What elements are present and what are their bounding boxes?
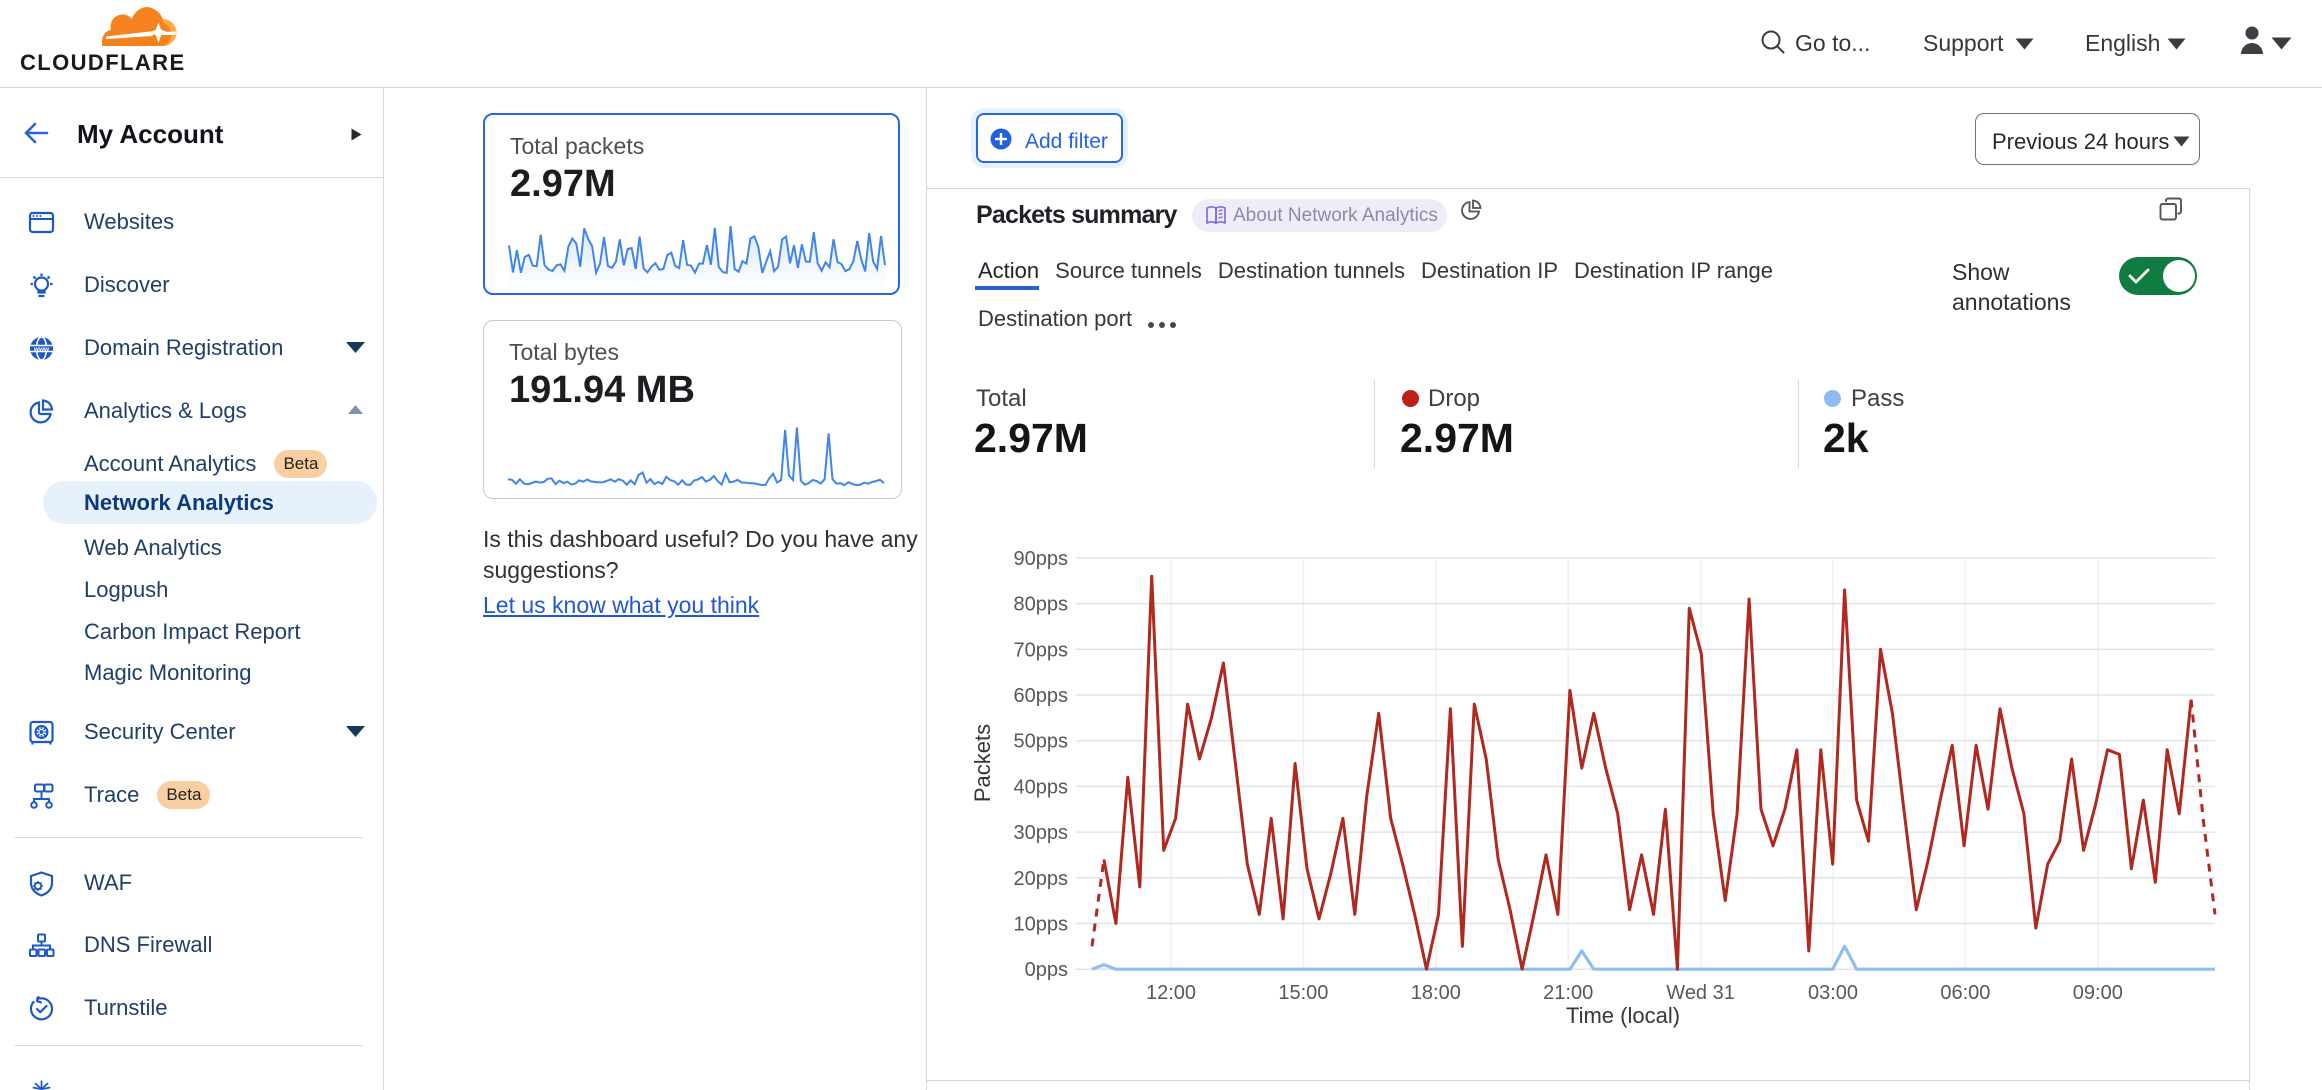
svg-text:Time (local): Time (local): [1566, 1003, 1680, 1028]
svg-text:09:00: 09:00: [2073, 982, 2123, 1004]
svg-text:www: www: [33, 345, 50, 352]
svg-text:70pps: 70pps: [1014, 639, 1069, 661]
svg-text:0pps: 0pps: [1025, 959, 1068, 981]
svg-text:20pps: 20pps: [1014, 868, 1069, 890]
svg-text:30pps: 30pps: [1014, 822, 1069, 844]
svg-text:60pps: 60pps: [1014, 685, 1069, 707]
svg-text:18:00: 18:00: [1411, 982, 1461, 1004]
svg-text:06:00: 06:00: [1940, 982, 1990, 1004]
svg-text:Packets: Packets: [970, 724, 995, 802]
svg-text:50pps: 50pps: [1014, 731, 1069, 753]
svg-text:12:00: 12:00: [1146, 982, 1196, 1004]
svg-text:21:00: 21:00: [1543, 982, 1593, 1004]
svg-text:90pps: 90pps: [1014, 548, 1069, 570]
svg-text:40pps: 40pps: [1014, 776, 1069, 798]
svg-text:80pps: 80pps: [1014, 594, 1069, 616]
svg-text:Wed 31: Wed 31: [1666, 982, 1735, 1004]
svg-text:15:00: 15:00: [1278, 982, 1328, 1004]
svg-text:03:00: 03:00: [1808, 982, 1858, 1004]
svg-text:10pps: 10pps: [1014, 914, 1069, 936]
